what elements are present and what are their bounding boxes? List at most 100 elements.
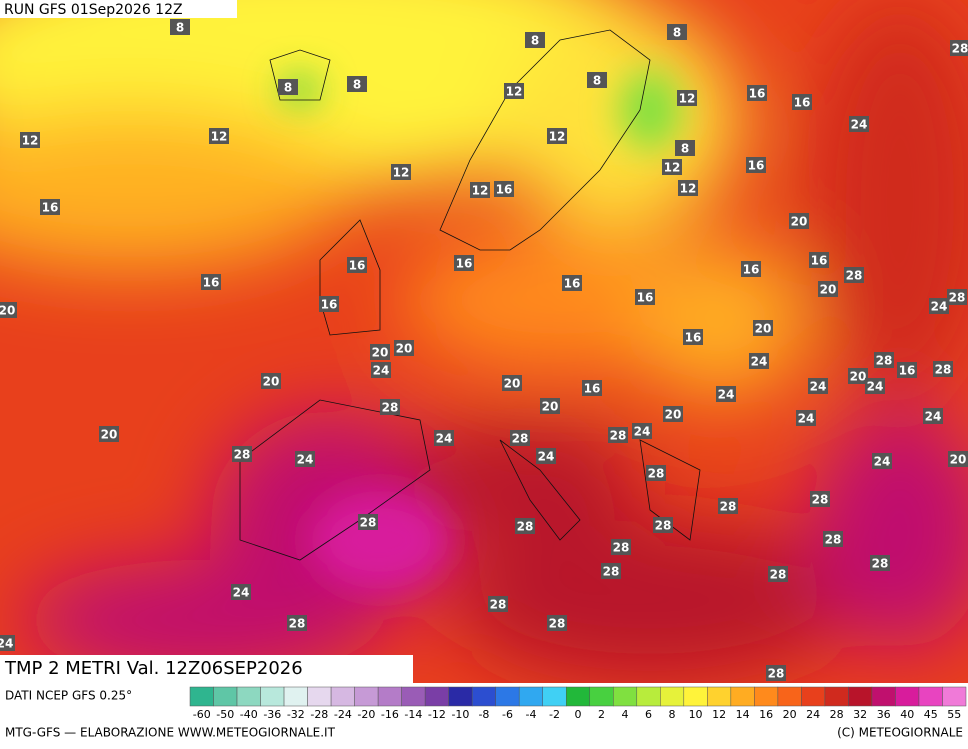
label-box bbox=[494, 181, 514, 197]
label-text: 20 bbox=[542, 400, 559, 414]
isotherm-label: 28 bbox=[380, 399, 400, 415]
isotherm-label: 20 bbox=[540, 398, 560, 414]
label-box bbox=[201, 274, 221, 290]
label-box bbox=[810, 491, 830, 507]
isotherm-label: 28 bbox=[488, 596, 508, 612]
label-text: 8 bbox=[176, 21, 184, 35]
label-box bbox=[370, 344, 390, 360]
label-text: 28 bbox=[610, 429, 627, 443]
label-text: 16 bbox=[899, 364, 916, 378]
isotherm-label: 28 bbox=[232, 446, 252, 462]
isotherm-label: 24 bbox=[865, 378, 885, 394]
isotherm-label: 24 bbox=[371, 362, 391, 378]
legend-swatch bbox=[542, 686, 567, 707]
run-box bbox=[0, 0, 237, 18]
label-box bbox=[663, 406, 683, 422]
label-text: 24 bbox=[436, 432, 453, 446]
label-text: 28 bbox=[613, 541, 630, 555]
label-box bbox=[540, 398, 560, 414]
label-text: 28 bbox=[952, 42, 968, 56]
legend-tick-label: 6 bbox=[645, 708, 652, 721]
isotherm-label: 28 bbox=[287, 615, 307, 631]
label-box bbox=[865, 378, 885, 394]
label-text: 16 bbox=[685, 331, 702, 345]
label-text: 28 bbox=[770, 568, 787, 582]
isotherm-label: 20 bbox=[502, 375, 522, 391]
isotherm-label: 28 bbox=[611, 539, 631, 555]
legend-tick-label: -36 bbox=[263, 708, 281, 721]
legend-tick-label: -2 bbox=[549, 708, 560, 721]
label-box bbox=[371, 362, 391, 378]
label-text: 8 bbox=[673, 26, 681, 40]
label-text: 8 bbox=[284, 81, 292, 95]
label-text: 20 bbox=[950, 453, 967, 467]
label-text: 28 bbox=[603, 565, 620, 579]
legend-tick-label: -50 bbox=[216, 708, 234, 721]
legend-swatch bbox=[213, 686, 238, 707]
isotherm-label: 24 bbox=[923, 408, 943, 424]
legend-swatch bbox=[495, 686, 520, 707]
label-box bbox=[849, 116, 869, 132]
label-text: 24 bbox=[874, 455, 891, 469]
isotherm-label: 16 bbox=[741, 261, 761, 277]
label-box bbox=[488, 596, 508, 612]
label-box bbox=[874, 352, 894, 368]
label-text: 24 bbox=[297, 453, 314, 467]
legend-tick-label: 28 bbox=[830, 708, 844, 721]
legend-tick-label: -32 bbox=[287, 708, 305, 721]
isotherm-label: 28 bbox=[653, 517, 673, 533]
legend-swatch bbox=[824, 686, 849, 707]
label-text: 16 bbox=[349, 259, 366, 273]
label-box bbox=[635, 289, 655, 305]
isotherm-label: 8 bbox=[347, 76, 367, 92]
isotherm-label: 24 bbox=[0, 635, 15, 651]
legend-swatch bbox=[354, 686, 379, 707]
label-text: 16 bbox=[564, 277, 581, 291]
isotherm-label: 12 bbox=[547, 128, 567, 144]
legend-tick-label: -10 bbox=[451, 708, 469, 721]
label-box bbox=[741, 261, 761, 277]
isotherm-label: 20 bbox=[848, 368, 868, 384]
label-text: 12 bbox=[549, 130, 566, 144]
label-text: 12 bbox=[664, 161, 681, 175]
label-box bbox=[632, 423, 652, 439]
label-text: 28 bbox=[768, 667, 785, 681]
legend-tick-label: -28 bbox=[310, 708, 328, 721]
legend-swatch bbox=[871, 686, 896, 707]
label-box bbox=[870, 555, 890, 571]
isotherm-label: 24 bbox=[749, 353, 769, 369]
label-box bbox=[470, 182, 490, 198]
legend-tick-label: 12 bbox=[712, 708, 726, 721]
isotherm-label: 16 bbox=[809, 252, 829, 268]
label-box bbox=[662, 159, 682, 175]
label-text: 20 bbox=[791, 215, 808, 229]
isotherm-label: 20 bbox=[818, 281, 838, 297]
legend-swatch bbox=[730, 686, 755, 707]
legend-tick-label: -60 bbox=[193, 708, 211, 721]
label-text: 28 bbox=[490, 598, 507, 612]
isotherm-label: 16 bbox=[494, 181, 514, 197]
label-box bbox=[0, 302, 17, 318]
legend-swatch bbox=[236, 686, 261, 707]
label-box bbox=[818, 281, 838, 297]
legend-swatch bbox=[942, 686, 967, 707]
legend-swatch bbox=[707, 686, 732, 707]
label-text: 28 bbox=[872, 557, 889, 571]
isotherm-label: 8 bbox=[278, 79, 298, 95]
isotherm-label: 28 bbox=[608, 427, 628, 443]
label-box bbox=[515, 518, 535, 534]
label-text: 20 bbox=[101, 428, 118, 442]
label-text: 16 bbox=[811, 254, 828, 268]
isotherm-label: 24 bbox=[434, 430, 454, 446]
label-box bbox=[747, 85, 767, 101]
legend-tick-label: 14 bbox=[736, 708, 750, 721]
legend-swatch bbox=[471, 686, 496, 707]
label-box bbox=[718, 498, 738, 514]
isotherm-label: 20 bbox=[753, 320, 773, 336]
legend-tick-label: 45 bbox=[924, 708, 938, 721]
isotherm-label: 12 bbox=[470, 182, 490, 198]
label-text: 16 bbox=[637, 291, 654, 305]
label-text: 20 bbox=[0, 304, 15, 318]
isotherm-label: 16 bbox=[40, 199, 60, 215]
isotherm-label: 24 bbox=[716, 386, 736, 402]
